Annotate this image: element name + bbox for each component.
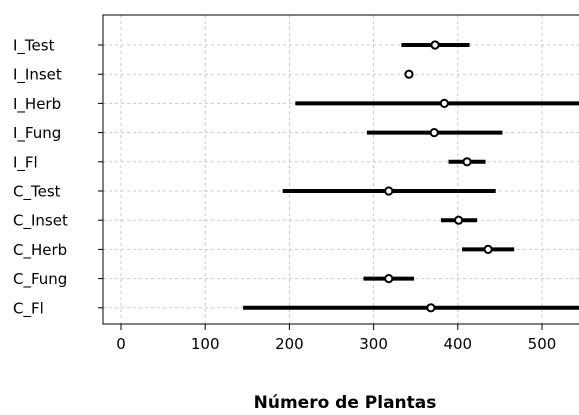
x-tick-label: 0 [116,335,126,353]
point-estimate [426,303,436,313]
x-tick-label: 400 [443,335,472,353]
point-estimate [430,40,440,50]
y-tick-label: I_Fung [13,124,61,143]
point-estimate [429,128,439,138]
x-tick-label: 300 [359,335,388,353]
x-tick-label: 100 [191,335,220,353]
point-estimate [462,157,472,167]
point-estimate [439,98,449,109]
point-estimate [384,274,394,284]
x-axis-label: Número de Plantas [254,393,437,413]
y-tick-label: I_Test [13,37,55,56]
point-estimate [483,244,493,254]
x-tick-label: 200 [275,335,304,353]
point-estimate [384,186,394,196]
y-tick-label: I_Herb [13,95,61,114]
point-estimate [454,215,464,225]
axis-layer: 0 100 200 300 400 500 I_Test I_Inset I_Herb I_Fun… [13,14,579,353]
y-tick-label: C_Test [13,183,61,202]
grid-layer [103,15,579,324]
y-tick-label: C_Fl [13,299,44,318]
y-tick-label: I_Fl [13,153,38,172]
data-layer [243,40,579,313]
plot-frame [102,14,579,325]
y-tick-label: C_Inset [13,212,68,231]
y-tick-label: C_Fung [13,270,67,289]
y-tick-label: I_Inset [13,66,62,85]
y-tick-label: C_Herb [13,241,67,260]
x-tick-label: 500 [528,335,557,353]
point-estimate [404,69,414,79]
